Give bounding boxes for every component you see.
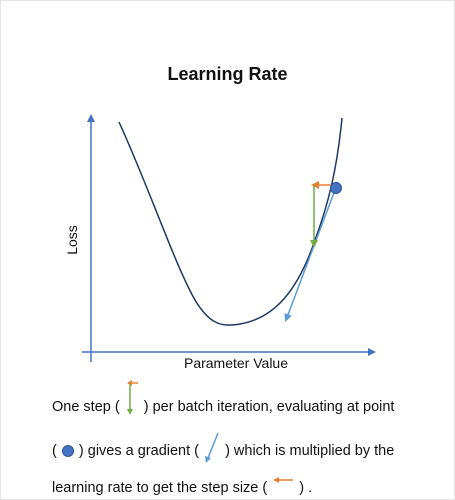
caption-text: ) . — [299, 480, 313, 496]
caption-text: ) per batch iteration, evaluating at poi… — [143, 399, 395, 415]
caption-text: ( — [52, 442, 57, 459]
point-marker-icon — [61, 445, 74, 457]
gradient-arrow — [284, 181, 339, 322]
caption-text: ) which is multiplied by the — [225, 442, 395, 459]
y-axis-label: Loss — [64, 225, 80, 255]
caption-text: One step ( — [52, 399, 120, 415]
step-size-arrow-icon — [273, 477, 294, 484]
learning-rate-diagram: Parameter Value Loss — [64, 114, 376, 371]
caption-text: learning rate to get the step size ( — [52, 480, 268, 496]
caption-line-1: One step ( ) per batch iteration, evalua… — [52, 380, 395, 417]
evaluation-point — [330, 182, 342, 194]
gradient-arrow-icon — [205, 432, 219, 463]
caption-line-2: ( ) gives a gradient ( ) which is multip… — [52, 432, 395, 465]
diagram-title: Learning Rate — [167, 64, 288, 84]
step-arrows-icon — [126, 380, 138, 416]
x-axis-label: Parameter Value — [184, 355, 288, 371]
caption-text: ) gives a gradient ( — [78, 442, 199, 459]
loss-curve — [118, 117, 343, 326]
caption-line-3: learning rate to get the step size ( ) . — [52, 477, 313, 498]
